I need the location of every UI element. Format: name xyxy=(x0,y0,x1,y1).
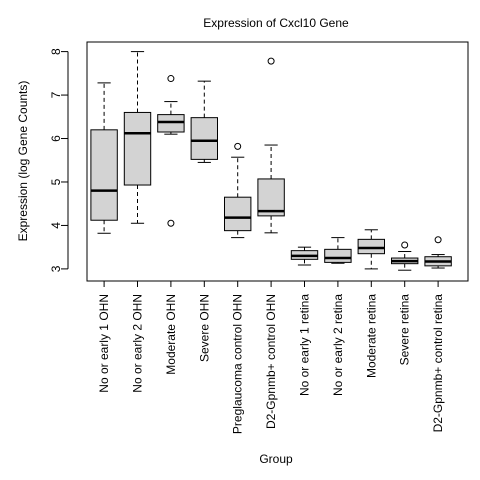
outlier-point xyxy=(267,57,275,65)
y-tick-label: 6 xyxy=(49,135,63,142)
x-tick-label: D2-Gpnmb+ control OHN xyxy=(264,294,278,429)
outlier-point xyxy=(401,241,409,249)
box-series xyxy=(90,51,452,271)
x-tick-label: No or early 1 retina xyxy=(298,294,312,396)
y-tick-label: 4 xyxy=(49,222,63,229)
box-11 xyxy=(424,236,452,269)
y-tick-label: 8 xyxy=(49,48,63,55)
iqr-box xyxy=(190,117,219,160)
chart-title: Expression of Cxcl10 Gene xyxy=(203,16,349,30)
box-3 xyxy=(157,75,185,227)
box-6 xyxy=(257,57,285,234)
x-tick-label: Severe OHN xyxy=(197,294,211,362)
box-9 xyxy=(357,229,386,270)
plot-frame xyxy=(86,41,469,282)
x-tick-label: Moderate retina xyxy=(364,294,378,378)
y-tick-label: 7 xyxy=(49,91,63,98)
outlier-point xyxy=(167,219,175,227)
x-tick-label: Severe retina xyxy=(398,294,412,366)
x-axis-title: Group xyxy=(259,452,293,466)
outlier-point xyxy=(167,75,175,83)
box-10 xyxy=(391,241,419,271)
box-5 xyxy=(224,142,252,239)
y-tick-label: 5 xyxy=(49,178,63,185)
iqr-box xyxy=(324,248,352,263)
iqr-box xyxy=(224,196,252,232)
y-axis-ticks: 3 4 5 6 7 8 xyxy=(49,48,68,272)
iqr-box xyxy=(123,111,152,186)
x-tick-label: No or early 2 retina xyxy=(331,294,345,396)
box-4 xyxy=(190,80,219,163)
outlier-point xyxy=(234,142,242,150)
box-1 xyxy=(90,82,118,234)
x-tick-label: No or early 1 OHN xyxy=(97,294,111,393)
iqr-box xyxy=(257,178,285,217)
iqr-box xyxy=(90,129,118,221)
outlier-point xyxy=(434,236,442,244)
y-axis-title: Expression (log Gene Counts) xyxy=(16,81,30,242)
x-tick-label: D2-Gpnmb+ control retina xyxy=(431,294,445,433)
box-8 xyxy=(324,237,352,264)
box-7 xyxy=(290,246,319,266)
y-tick-label: 3 xyxy=(49,265,63,272)
iqr-box xyxy=(357,238,386,255)
x-tick-label: No or early 2 OHN xyxy=(131,294,145,393)
x-tick-label: Preglaucoma control OHN xyxy=(231,294,245,434)
box-2 xyxy=(123,51,152,224)
x-tick-label: Moderate OHN xyxy=(164,294,178,375)
x-axis-tick-labels: No or early 1 OHN No or early 2 OHN Modera… xyxy=(97,281,445,434)
iqr-box xyxy=(157,114,185,133)
